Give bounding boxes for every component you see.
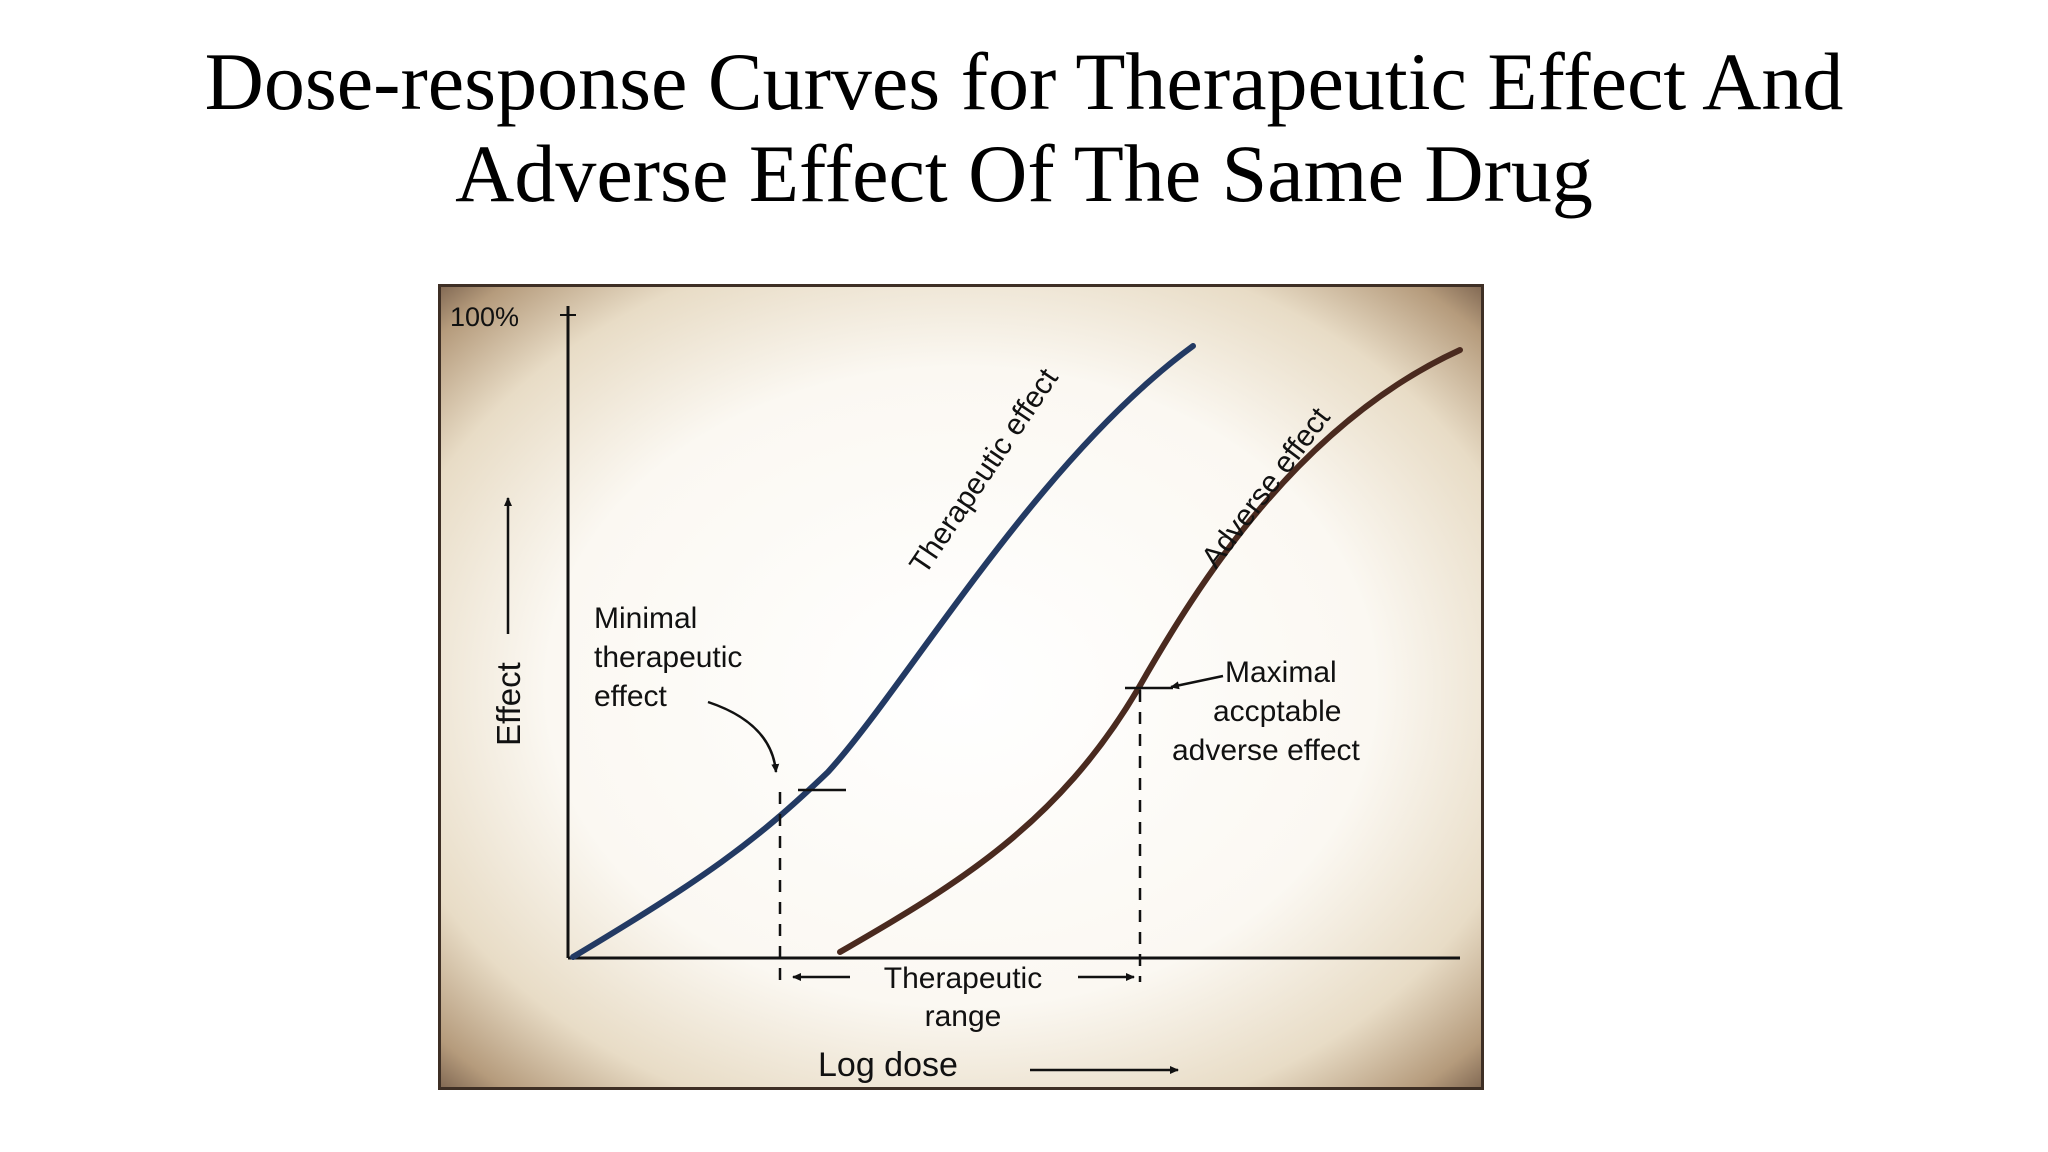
slide-title: Dose-response Curves for Therapeutic Eff… [0,36,2048,220]
dose-response-figure: 100% Effect Therapeutic effect Adverse e… [438,284,1484,1090]
figure-border [438,284,1484,1090]
y-axis-top-tick-label: 100% [450,302,519,332]
minimal-label-line-3: effect [594,680,667,713]
maximal-label-line-2: accptable [1213,695,1341,728]
figure-background [438,284,1484,1090]
x-axis-label: Log dose [818,1046,958,1084]
maximal-effect-arrow [1170,674,1224,690]
dose-response-diagram: 100% Effect Therapeutic effect Adverse e… [438,284,1484,1090]
range-label-line-2: range [925,1000,1002,1033]
minimal-label-line-1: Minimal [594,602,697,635]
y-axis-label: Effect [490,662,527,746]
therapeutic-effect-curve [570,343,1196,960]
title-line-2: Adverse Effect Of The Same Drug [455,128,1593,219]
title-line-1: Dose-response Curves for Therapeutic Eff… [204,36,1844,127]
minimal-effect-arrow [707,700,780,773]
maximal-label-line-3: adverse effect [1172,734,1361,767]
range-label-line-1: Therapeutic [884,962,1042,995]
minimal-label-line-2: therapeutic [594,641,742,674]
maximal-label-line-1: Maximal [1225,656,1337,689]
